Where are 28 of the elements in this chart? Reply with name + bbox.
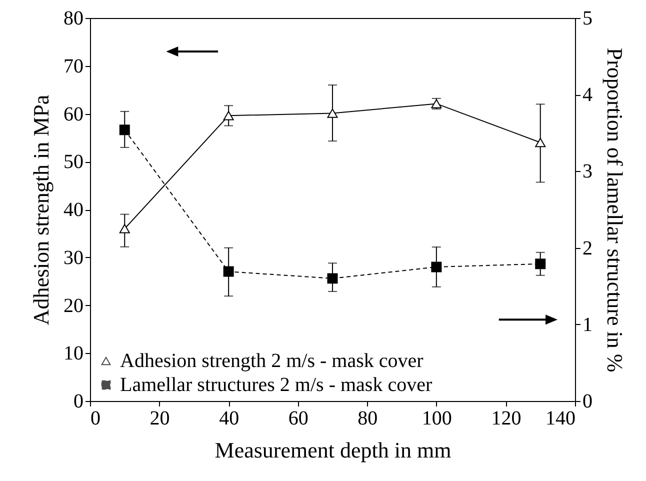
x-tick-label: 140 xyxy=(546,408,576,430)
y-tick-label: 30 xyxy=(64,246,84,269)
y-tick-label: 70 xyxy=(64,55,84,78)
y2-tick-label: 4 xyxy=(582,84,592,106)
x-tick-label: 120 xyxy=(491,408,522,430)
y-axis-title: Adhesion strength in MPa xyxy=(28,94,54,326)
y2-tick-label: 3 xyxy=(582,160,592,183)
x-tick-label: 100 xyxy=(422,408,452,430)
y2-tick-label: 5 xyxy=(582,8,592,30)
x-axis-title: Measurement depth in mm xyxy=(214,438,452,462)
x-tick-label: 20 xyxy=(150,408,170,430)
y2-tick-label: 2 xyxy=(582,237,592,260)
x-tick-label: 80 xyxy=(358,408,378,430)
y2-tick-label: 1 xyxy=(582,314,592,336)
y-tick-label: 10 xyxy=(64,342,84,365)
x-tick-label: 40 xyxy=(219,408,240,430)
y-tick-label: 40 xyxy=(64,199,84,221)
legend-label: Adhesion strength 2 m/s - mask cover xyxy=(120,350,424,372)
y2-axis-title: Proportion of lamellar structure in % xyxy=(602,48,628,372)
y-tick-label: 80 xyxy=(64,8,84,30)
x-tick-label: 0 xyxy=(90,408,100,430)
y-tick-label: 50 xyxy=(64,151,84,174)
y-tick-label: 20 xyxy=(64,294,84,317)
y2-tick-label: 0 xyxy=(582,390,592,412)
y-tick-label: 60 xyxy=(64,103,84,126)
x-tick-label: 60 xyxy=(288,408,308,430)
y-tick-label: 0 xyxy=(74,390,84,412)
legend-label: Lamellar structures 2 m/s - mask cover xyxy=(120,374,432,396)
